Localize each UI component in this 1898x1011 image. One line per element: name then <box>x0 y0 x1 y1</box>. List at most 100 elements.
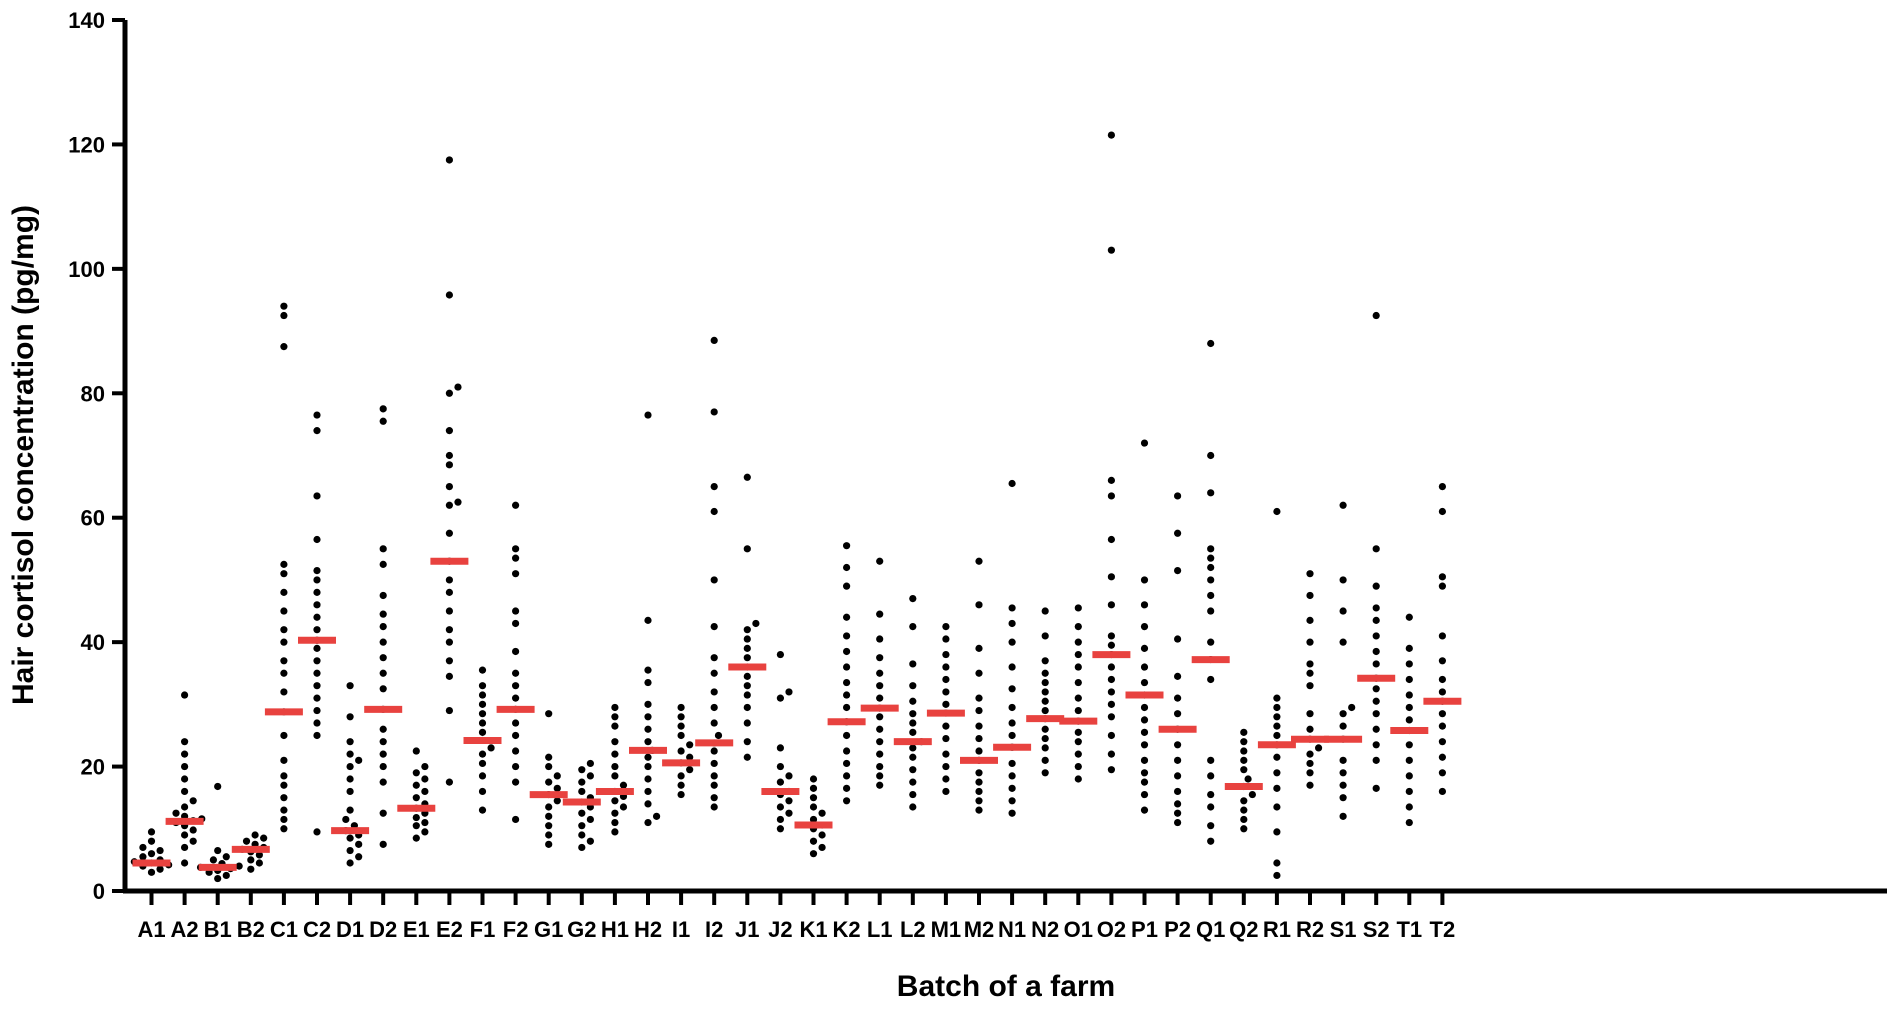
data-point-D1 <box>346 806 354 814</box>
data-point-Q2 <box>1240 815 1248 824</box>
data-point-O1 <box>1074 678 1082 687</box>
data-point-B1 <box>214 846 222 855</box>
data-point-O2 <box>1107 492 1115 500</box>
data-point-R1 <box>1273 731 1281 740</box>
data-point-K1 <box>809 803 818 811</box>
data-point-P2 <box>1174 694 1182 702</box>
data-point-O2 <box>1107 731 1115 740</box>
data-point-L1 <box>876 772 884 780</box>
x-tick-label: A2 <box>171 917 199 942</box>
data-point-N1 <box>1008 797 1016 805</box>
data-point-T1 <box>1405 716 1413 724</box>
data-point-N1 <box>1008 604 1016 612</box>
data-point-T2 <box>1438 483 1446 491</box>
data-point-E1 <box>412 794 420 802</box>
data-point-F2 <box>511 778 520 786</box>
data-point-I2 <box>710 507 718 516</box>
data-point-N2 <box>1041 734 1049 743</box>
data-point-N1 <box>1008 809 1016 817</box>
data-point-F2 <box>511 669 520 677</box>
data-point-T1 <box>1405 803 1413 811</box>
data-point-Q1 <box>1207 545 1215 553</box>
data-point-I1 <box>686 741 694 749</box>
data-point-K2 <box>843 582 851 590</box>
x-tick-label: J1 <box>735 917 759 942</box>
data-point-C2 <box>313 576 321 584</box>
data-point-O1 <box>1074 750 1082 758</box>
data-point-H1 <box>611 797 619 805</box>
x-tick-label: S2 <box>1363 917 1390 942</box>
data-point-R2 <box>1306 750 1314 758</box>
data-point-F1 <box>478 750 487 758</box>
data-point-F1 <box>478 806 487 814</box>
data-point-E2 <box>445 672 453 680</box>
data-point-G2 <box>578 778 586 786</box>
data-point-T1 <box>1405 644 1413 652</box>
data-point-I1 <box>677 772 685 780</box>
data-point-D2 <box>379 654 387 662</box>
x-tick-label: P1 <box>1131 917 1158 942</box>
data-point-L1 <box>876 750 884 758</box>
data-point-D1 <box>346 775 354 783</box>
data-point-C1 <box>280 560 288 568</box>
data-point-N2 <box>1041 669 1049 677</box>
data-point-L2 <box>909 753 917 761</box>
data-point-J1 <box>743 545 751 553</box>
data-point-F2 <box>511 501 520 509</box>
data-point-A1 <box>156 865 164 873</box>
data-point-B1 <box>235 862 243 870</box>
data-point-O2 <box>1107 688 1115 696</box>
data-point-G2 <box>586 815 594 824</box>
data-point-T1 <box>1405 703 1413 712</box>
data-point-A2 <box>181 859 189 867</box>
data-point-L2 <box>909 660 917 668</box>
data-point-L1 <box>876 738 884 746</box>
data-point-I2 <box>710 483 718 491</box>
data-point-C1 <box>280 311 288 320</box>
data-point-J2 <box>776 744 785 752</box>
data-point-Q1 <box>1207 607 1215 615</box>
data-point-O2 <box>1107 713 1115 721</box>
data-point-O2 <box>1107 700 1115 708</box>
data-point-R2 <box>1306 616 1314 624</box>
data-point-M2 <box>975 601 983 609</box>
data-point-O1 <box>1074 775 1082 783</box>
data-point-F2 <box>511 545 520 553</box>
x-tick-label: E1 <box>403 917 430 942</box>
data-point-G2 <box>578 843 586 852</box>
data-point-M2 <box>975 557 983 565</box>
data-point-H2 <box>644 725 652 733</box>
data-point-E2 <box>445 778 453 786</box>
data-point-F1 <box>478 666 487 674</box>
data-point-P1 <box>1140 756 1149 764</box>
data-point-S1 <box>1348 703 1356 712</box>
data-point-E2 <box>445 607 453 615</box>
data-point-D2 <box>379 622 387 631</box>
data-point-J2 <box>785 809 793 817</box>
data-point-Q2 <box>1240 747 1248 755</box>
data-point-D2 <box>379 750 387 758</box>
data-point-C1 <box>280 343 288 351</box>
data-point-P2 <box>1174 710 1182 718</box>
data-point-O2 <box>1107 766 1115 774</box>
data-point-N1 <box>1008 663 1016 671</box>
data-point-F1 <box>478 719 487 727</box>
x-tick-label: P2 <box>1164 917 1191 942</box>
data-point-J1 <box>743 473 751 481</box>
data-point-S1 <box>1339 812 1347 820</box>
data-point-J1 <box>743 644 751 652</box>
data-point-G1 <box>553 797 561 805</box>
data-point-F2 <box>511 719 520 727</box>
x-tick-label: I2 <box>705 917 723 942</box>
data-point-H2 <box>644 800 652 808</box>
data-point-C2 <box>313 613 321 621</box>
data-point-O2 <box>1107 476 1115 484</box>
y-axis: 0 20 40 60 80 100 120 140 <box>68 8 128 904</box>
data-point-C2 <box>313 669 321 677</box>
data-point-C2 <box>313 694 321 702</box>
data-point-Q1 <box>1207 790 1215 799</box>
data-point-T2 <box>1438 507 1446 516</box>
data-point-O1 <box>1074 706 1082 715</box>
data-point-R1 <box>1273 694 1281 702</box>
data-point-N2 <box>1041 725 1049 733</box>
